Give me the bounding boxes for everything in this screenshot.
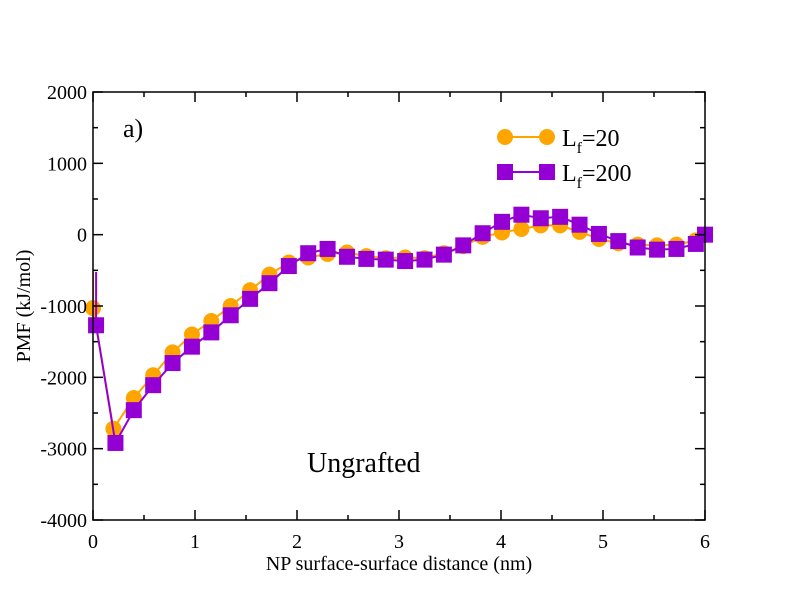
legend-marker-lf20 [497,129,513,145]
data-point-lf200 [494,213,511,230]
data-point-lf200 [222,307,239,324]
y-tick-label: 0 [77,225,87,247]
data-point-lf200 [183,338,200,355]
series-line-lf20 [93,224,705,432]
legend-marker-lf200-end [539,164,555,180]
data-point-lf200 [280,258,297,275]
data-point-lf200 [88,317,105,334]
legend: Lf=20 Lf=200 [497,126,632,192]
data-point-lf200 [649,241,666,258]
data-point-lf200 [455,237,472,254]
data-point-lf200 [668,240,685,257]
y-tick-label: -1000 [40,296,87,318]
data-point-lf200 [358,250,375,267]
data-point-lf200 [610,233,627,250]
y-tick-label: 2000 [47,82,87,104]
y-tick-label: -3000 [40,439,87,461]
x-tick-label: 5 [598,531,608,553]
panel-label: a) [123,114,143,143]
legend-entry-lf200: Lf=200 [497,161,632,192]
y-axis-label: PMF (kJ/mol) [13,250,35,363]
x-tick-label: 3 [394,531,404,553]
x-tick-label: 4 [496,531,506,553]
legend-entry-lf20: Lf=20 [497,126,620,157]
y-tick-label: -4000 [40,510,87,532]
data-point-lf200 [125,402,142,419]
data-point-lf200 [590,225,607,242]
data-point-lf200 [552,208,569,225]
legend-label-lf20: Lf=20 [562,126,620,157]
data-point-lf200 [435,246,452,263]
ungrafted-annotation: Ungrafted [307,448,421,479]
x-axis-label: NP surface-surface distance (nm) [266,553,532,575]
data-point-lf200 [513,206,530,223]
data-point-lf200 [107,434,124,451]
data-point-lf200 [203,324,220,341]
data-point-lf200 [338,248,355,265]
x-tick-label: 0 [88,531,98,553]
data-point-lf20 [183,326,200,343]
data-point-lf200 [474,225,491,242]
y-tick-label: 1000 [47,153,87,175]
x-tick-label: 1 [190,531,200,553]
data-point-lf200 [571,216,588,233]
data-point-lf200 [377,251,394,268]
data-point-lf200 [416,251,433,268]
data-point-lf20 [125,390,142,407]
data-point-lf200 [300,245,317,262]
data-point-lf20 [513,220,530,237]
legend-label-lf200: Lf=200 [562,161,632,192]
y-tick-label: -2000 [40,367,87,389]
data-point-lf200 [397,253,414,270]
x-tick-label: 2 [292,531,302,553]
legend-marker-lf20-end [539,129,555,145]
data-point-lf200 [242,290,259,307]
legend-marker-lf200 [497,164,513,180]
series-line-lf200 [95,213,705,446]
x-tick-label: 6 [700,531,710,553]
data-point-lf200 [629,239,646,256]
data-point-lf200 [319,240,336,257]
data-point-lf200 [532,210,549,227]
data-point-lf200 [261,275,278,292]
data-point-lf200 [164,355,181,372]
data-point-lf200 [145,377,162,394]
